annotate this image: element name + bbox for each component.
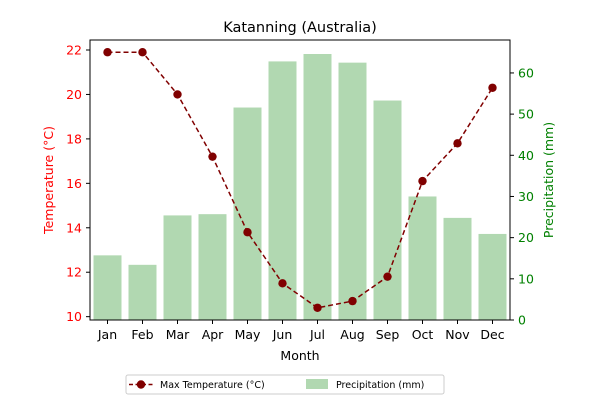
temperature-point-nov (453, 139, 462, 148)
legend: Max Temperature (°C) Precipitation (mm) (125, 374, 445, 395)
legend-precipitation-swatch (306, 379, 328, 389)
temperature-point-may (243, 228, 252, 237)
temperature-point-jul (313, 303, 322, 312)
temperature-point-oct (418, 176, 427, 186)
x-tick-label: Jun (272, 327, 293, 342)
legend-temperature-marker (136, 380, 146, 389)
x-tick-label: Jan (97, 327, 117, 342)
precipitation-bar-sep (373, 100, 402, 320)
x-tick-label: Nov (445, 327, 470, 342)
precipitation-bar-jul (303, 54, 332, 320)
temperature-line-layer (103, 48, 497, 312)
legend-temperature-label: Max Temperature (°C) (160, 380, 265, 391)
precipitation-bars (93, 54, 507, 320)
temperature-point-feb (138, 48, 147, 57)
y-left-tick-label: 22 (66, 43, 82, 58)
y-left-tick-label: 18 (66, 131, 82, 146)
precipitation-bar-nov (443, 217, 472, 320)
precipitation-bar-aug (338, 62, 367, 320)
precipitation-bar-mar (163, 215, 192, 320)
y-left-tick-label: 12 (66, 265, 82, 280)
temperature-point-mar (173, 90, 182, 99)
x-tick-label: Mar (166, 327, 190, 342)
legend-frame (125, 374, 445, 395)
y-axis-right-label: Precipitation (mm) (541, 122, 556, 238)
precipitation-bar-jan (93, 255, 122, 320)
y-right-tick-label: 10 (518, 271, 534, 286)
y-right-tick-label: 40 (518, 148, 534, 163)
axes: Jan Feb Mar Apr May Jun Jul Aug Sep Oct Nov Dec 10 12… (66, 39, 534, 342)
temperature-point-jun (278, 279, 287, 288)
temperature-point-dec (488, 83, 497, 92)
y-right-tick-label: 60 (518, 65, 534, 80)
x-tick-label: Aug (340, 327, 364, 342)
y-right-tick-label: 50 (518, 107, 534, 122)
x-tick-label: Oct (412, 327, 434, 342)
precipitation-bar-feb (128, 264, 157, 320)
x-tick-label: May (235, 327, 261, 342)
precipitation-bar-may (233, 107, 262, 320)
y-axis-left-label: Temperature (°C) (41, 126, 56, 235)
y-right-tick-label: 20 (518, 230, 534, 245)
temperature-point-jan (103, 48, 112, 57)
y-right-tick-label: 30 (518, 189, 534, 204)
x-tick-label: Sep (376, 327, 400, 342)
temperature-line (107, 51, 494, 309)
y-left-tick-label: 10 (66, 309, 82, 324)
chart-title: Katanning (Australia) (223, 20, 377, 36)
temperature-point-aug (348, 296, 357, 306)
precipitation-bar-dec (478, 233, 507, 320)
precipitation-bar-apr (198, 214, 227, 320)
x-axis-label: Month (280, 348, 319, 363)
temperature-point-sep (383, 272, 392, 281)
legend-precipitation-label: Precipitation (mm) (336, 380, 424, 391)
x-tick-label: Feb (131, 327, 153, 342)
temperature-point-apr (208, 152, 217, 161)
plot-frame (89, 39, 511, 321)
precipitation-bar-jun (268, 61, 297, 320)
y-right-tick-label: 0 (518, 313, 526, 328)
x-tick-label: Jul (309, 327, 325, 342)
y-left-tick-label: 16 (66, 176, 82, 191)
precipitation-bar-oct (408, 196, 437, 320)
x-tick-label: Dec (480, 327, 504, 342)
x-tick-label: Apr (202, 327, 224, 342)
y-left-tick-label: 14 (66, 220, 82, 235)
y-left-tick-label: 20 (66, 87, 82, 102)
